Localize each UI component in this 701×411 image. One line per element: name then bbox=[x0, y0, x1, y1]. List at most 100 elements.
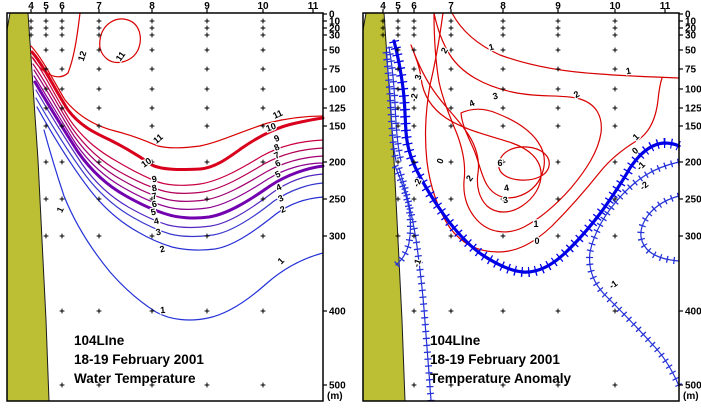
contour-value-label: 6 bbox=[151, 199, 158, 210]
contour-value-label: 1 bbox=[533, 219, 538, 229]
contour-hachure--2 bbox=[637, 192, 680, 265]
contour-value-label: 2 bbox=[439, 46, 450, 55]
contour-value-label: 9 bbox=[151, 174, 158, 185]
depth-label: 200 bbox=[329, 158, 346, 169]
contour-value-label: 1 bbox=[55, 205, 66, 214]
depth-label: 400 bbox=[685, 307, 701, 318]
depth-label: 50 bbox=[329, 46, 341, 57]
contour-value-label: 4 bbox=[467, 98, 476, 109]
panel-temperature-anomaly: 4 5 6 7 8 9 10 11010203050751001251502002503004… bbox=[362, 1, 701, 402]
station-markers bbox=[555, 18, 561, 388]
depth-label: 75 bbox=[329, 65, 341, 76]
contour-value-label: 0 bbox=[435, 157, 446, 165]
contour-value-label: 5 bbox=[150, 207, 157, 218]
contour-value-label: 9 bbox=[272, 133, 281, 144]
contour-value-label: 3 bbox=[155, 227, 162, 238]
depth-label: 50 bbox=[685, 46, 697, 57]
contour-value-label: -1 bbox=[607, 278, 619, 291]
contour-line--1 bbox=[588, 161, 680, 387]
depth-label: 30 bbox=[685, 31, 697, 42]
depth-label: 20 bbox=[329, 24, 341, 35]
depth-label: 300 bbox=[329, 232, 346, 243]
contour-line-1 bbox=[451, 12, 680, 79]
contour-value-label: 4 bbox=[153, 216, 160, 227]
station-markers bbox=[43, 18, 49, 239]
panel-title: 104LIne bbox=[430, 333, 481, 348]
contour-value-label: 2 bbox=[572, 89, 581, 100]
depth-label: 250 bbox=[685, 195, 701, 206]
depth-label: 200 bbox=[685, 158, 701, 169]
coastline-land bbox=[6, 12, 50, 402]
contour-value-label: 0 bbox=[534, 236, 539, 246]
contour-value-label: 2 bbox=[464, 173, 475, 183]
contour-line-11 bbox=[99, 18, 141, 63]
panel-date: 18-19 February 2001 bbox=[430, 352, 560, 367]
contour-line--2 bbox=[385, 51, 397, 162]
contour-line-6 bbox=[498, 146, 550, 181]
contour-value-label: 8 bbox=[151, 183, 158, 194]
station-label: 6 bbox=[59, 1, 65, 12]
depth-label: 20 bbox=[685, 24, 697, 35]
contour-line-8 bbox=[32, 63, 324, 194]
station-label: 6 bbox=[411, 1, 417, 12]
station-label: 5 bbox=[395, 1, 401, 12]
station-markers bbox=[149, 18, 155, 388]
contour-value-label: 0 bbox=[630, 145, 640, 156]
contour-line--1 bbox=[398, 167, 432, 402]
depth-label: 0 bbox=[685, 10, 691, 21]
depth-label: 125 bbox=[685, 104, 701, 115]
depth-label: 300 bbox=[685, 232, 701, 243]
contour-value-label: -2 bbox=[408, 93, 419, 103]
contour-value-label: 6 bbox=[273, 158, 282, 169]
contour-value-label: 1 bbox=[488, 42, 495, 53]
contour-line-4 bbox=[35, 89, 324, 228]
contour-line-2 bbox=[36, 106, 324, 251]
contour-value-label: 3 bbox=[413, 74, 424, 81]
station-label: 10 bbox=[257, 1, 269, 12]
plot-frame bbox=[362, 12, 680, 402]
contour-line--2 bbox=[394, 165, 412, 266]
station-markers bbox=[204, 18, 210, 388]
station-markers bbox=[380, 18, 386, 38]
station-markers bbox=[612, 18, 618, 388]
station-label: 9 bbox=[555, 1, 561, 12]
contour-value-label: 4 bbox=[503, 183, 510, 194]
depth-label: 75 bbox=[685, 65, 697, 76]
depth-label: 500 bbox=[329, 381, 346, 392]
depth-unit-label: (m) bbox=[327, 391, 343, 402]
depth-label: 125 bbox=[329, 104, 346, 115]
station-markers bbox=[395, 18, 401, 239]
panel-date: 18-19 February 2001 bbox=[74, 352, 204, 367]
contour-value-label: 10 bbox=[265, 121, 278, 134]
station-label: 4 bbox=[28, 1, 34, 12]
contour-value-label: 1 bbox=[631, 132, 642, 143]
station-label: 11 bbox=[660, 1, 671, 12]
contour-value-label: 3 bbox=[502, 195, 509, 206]
depth-label: 400 bbox=[329, 307, 346, 318]
station-label: 8 bbox=[500, 1, 506, 12]
station-label: 7 bbox=[96, 1, 102, 12]
station-markers bbox=[96, 18, 102, 388]
station-label: 4 bbox=[380, 1, 386, 12]
contour-value-label: 6 bbox=[497, 158, 502, 168]
contour-line--2 bbox=[640, 195, 680, 262]
station-label: 10 bbox=[609, 1, 621, 12]
coastline-land bbox=[362, 12, 406, 402]
panel-variable: Temperature Anomaly bbox=[430, 371, 572, 386]
station-markers bbox=[448, 18, 454, 388]
contour-line-4 bbox=[460, 108, 545, 199]
panel-water-temperature: 4 5 6 7 8 9 10 11010203050751001251502002503004… bbox=[6, 1, 346, 402]
contour-line-3 bbox=[35, 97, 324, 237]
contour-value-label: -1 bbox=[411, 257, 423, 268]
contour-value-label: 2 bbox=[159, 244, 166, 255]
contour-value-label: 5 bbox=[273, 169, 282, 180]
contour-line-0 bbox=[392, 39, 681, 274]
contour-value-label: 3 bbox=[276, 193, 285, 204]
depth-label: 100 bbox=[685, 85, 701, 96]
contour-value-label: 7 bbox=[151, 191, 158, 202]
contour-value-label: 11 bbox=[271, 108, 284, 121]
station-markers bbox=[260, 18, 266, 388]
depth-label: 30 bbox=[329, 31, 341, 42]
station-label: 8 bbox=[149, 1, 155, 12]
